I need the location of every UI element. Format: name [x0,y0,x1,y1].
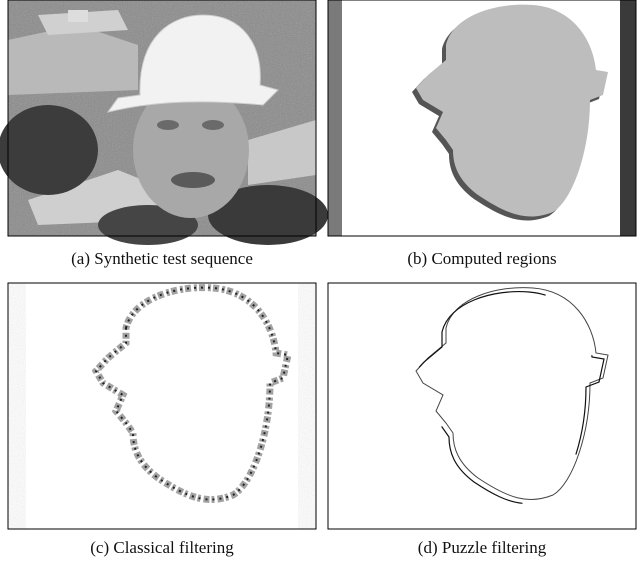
eye [157,120,179,130]
caption: (c) Classical filtering [90,538,234,557]
page: (a) Synthetic test sequence (b) Computed… [0,0,644,561]
caption: (b) Computed regions [407,249,556,268]
region-strip [620,0,636,236]
chimney [68,10,88,22]
filter-bg [328,283,636,529]
tree [0,105,98,195]
panel-b [328,0,636,236]
filter-noise [8,283,26,529]
panel-d [328,283,636,529]
mouth [171,172,215,188]
caption: (d) Puzzle filtering [418,538,547,557]
filter-noise [298,283,316,529]
region-strip [328,0,342,236]
figure: (a) Synthetic test sequence (b) Computed… [0,0,644,561]
eye [202,120,224,130]
caption: (a) Synthetic test sequence [71,249,253,268]
panel-c [8,283,316,529]
panel-a [0,0,328,245]
